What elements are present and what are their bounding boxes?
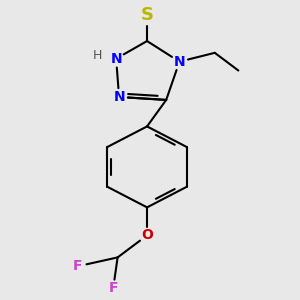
Text: F: F xyxy=(73,259,83,273)
Text: S: S xyxy=(141,6,154,24)
Text: N: N xyxy=(110,52,122,66)
Text: H: H xyxy=(92,49,102,62)
Text: N: N xyxy=(113,90,125,104)
Text: F: F xyxy=(108,281,118,295)
Text: O: O xyxy=(141,228,153,242)
Text: N: N xyxy=(174,55,185,69)
